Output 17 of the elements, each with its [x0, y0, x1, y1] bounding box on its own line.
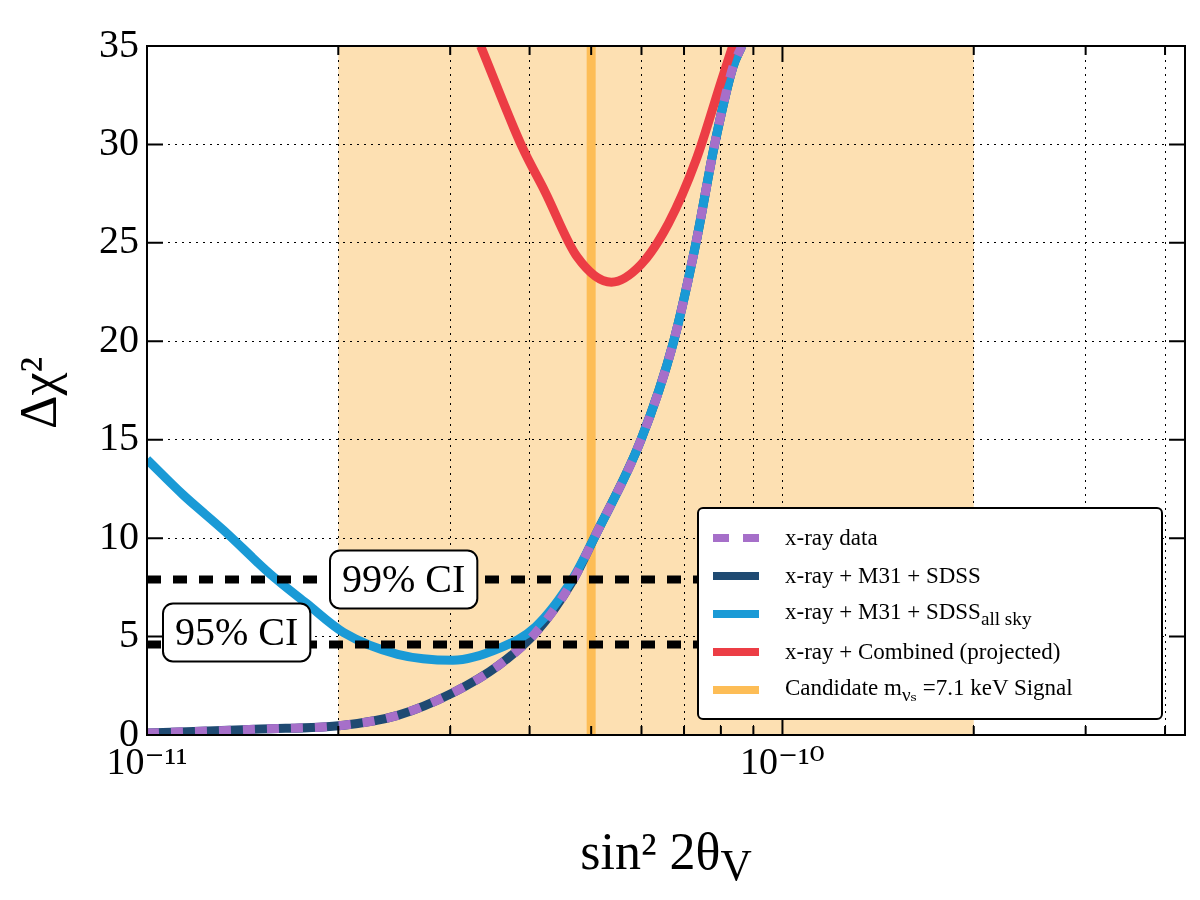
x-axis-title: sin² 2θ$_{V}$	[580, 821, 752, 891]
y-tick-label: 20	[99, 315, 139, 361]
x-tick-label: 10⁻¹⁰	[740, 739, 825, 782]
y-axis-title: Δχ²	[8, 356, 68, 430]
y-tick-label: 15	[99, 414, 139, 460]
y-tick-label: 10	[99, 512, 139, 558]
y-tick-label: 5	[119, 611, 139, 657]
legend-label: x-ray + M31 + SDSS$_{all sky}$	[785, 598, 1032, 630]
ref-line-label: 99% CI	[342, 555, 466, 601]
legend-label: Candidate m$_{νₛ}$ =7.1 keV Signal	[785, 674, 1073, 706]
legend-label: x-ray + Combined (projected)	[785, 639, 1061, 665]
y-tick-label: 25	[99, 217, 139, 263]
ref-line-label: 95% CI	[175, 608, 299, 654]
legend-label: x-ray + M31 + SDSS	[785, 563, 981, 589]
legend-label: x-ray data	[785, 525, 878, 551]
y-tick-label: 30	[99, 118, 139, 164]
y-tick-label: 35	[99, 20, 139, 66]
